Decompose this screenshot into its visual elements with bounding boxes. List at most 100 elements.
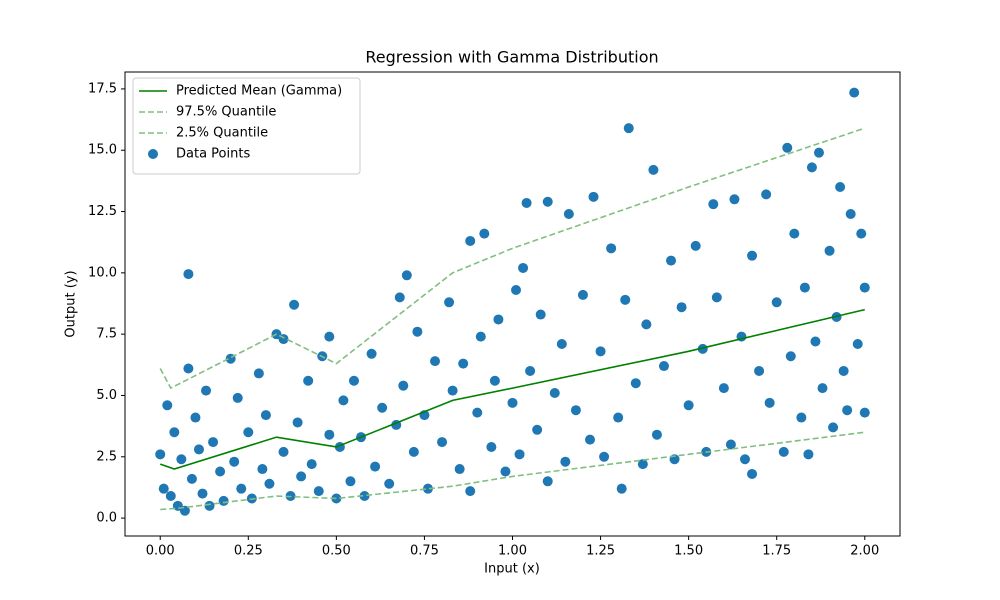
y-axis-label: Output (y) [64,270,79,337]
point [718,383,729,394]
point [835,182,846,193]
point [563,208,574,219]
y-tick-label: 2.5 [96,449,117,464]
line [159,308,865,470]
x-axis-label: Input (x) [484,562,540,577]
legend-label: Data Points [176,147,250,162]
point [585,434,595,445]
point [370,461,381,472]
point [648,164,659,175]
point [817,383,828,394]
point [437,437,448,448]
point [278,446,289,457]
point [204,500,215,511]
point [289,299,300,310]
point [324,429,335,440]
point [683,400,694,411]
point [782,142,793,153]
point [532,424,543,435]
point [789,228,800,239]
point [525,365,536,376]
point [366,348,377,359]
y-tick-label: 0.0 [96,511,117,526]
x-tick-label: 0.25 [234,544,263,559]
point [296,471,307,482]
point [303,375,314,386]
point [556,338,567,349]
point [401,270,412,281]
point [606,243,617,254]
y-tick-label: 7.5 [96,327,117,342]
point [577,289,588,300]
point [306,459,317,470]
point [472,407,483,418]
x-tick-label: 0.00 [146,544,175,559]
point [489,375,500,386]
point [183,363,194,374]
point [761,189,772,200]
point [384,478,395,489]
point [165,491,176,502]
x-tick-label: 2.00 [850,544,879,559]
y-tick-label: 17.5 [88,81,117,96]
point [613,412,624,423]
point [444,297,455,308]
point [236,483,247,494]
point [549,388,560,399]
point [313,486,324,497]
point [186,473,197,484]
point [764,397,775,408]
point [348,375,359,386]
y-tick-label: 5.0 [96,388,117,403]
point [229,456,240,467]
point [813,147,824,158]
point [859,282,870,293]
point [430,356,440,367]
point [377,402,388,413]
point [778,446,789,457]
point [422,483,433,494]
point [398,380,409,391]
point [796,412,807,423]
point [169,427,180,438]
point [637,459,648,470]
point [824,245,835,256]
point [725,439,736,450]
point [588,191,599,202]
point [810,336,821,347]
point [771,297,782,308]
line [160,431,865,511]
legend-box [132,77,361,175]
point [324,331,335,342]
point [676,302,687,313]
point [616,483,627,494]
x-tick-label: 1.25 [586,544,615,559]
point [218,495,229,506]
point [193,444,204,455]
x-tick-label: 1.00 [498,544,527,559]
point [620,294,631,305]
point [475,331,486,342]
point [486,441,497,452]
point [803,449,814,460]
point [521,197,532,208]
point [849,87,860,98]
point [747,250,758,261]
point [747,468,758,479]
point [183,269,194,280]
point [507,397,518,408]
point [799,282,810,293]
point [511,285,522,296]
point [155,449,166,460]
point [518,262,529,273]
point [535,309,546,320]
y-tick-label: 12.5 [88,204,117,219]
point [257,464,268,475]
point [599,451,610,462]
point [845,208,856,219]
point [690,240,701,251]
legend-label: Predicted Mean (Gamma) [176,84,342,99]
point [697,343,708,354]
point [454,464,465,475]
point [560,456,571,467]
